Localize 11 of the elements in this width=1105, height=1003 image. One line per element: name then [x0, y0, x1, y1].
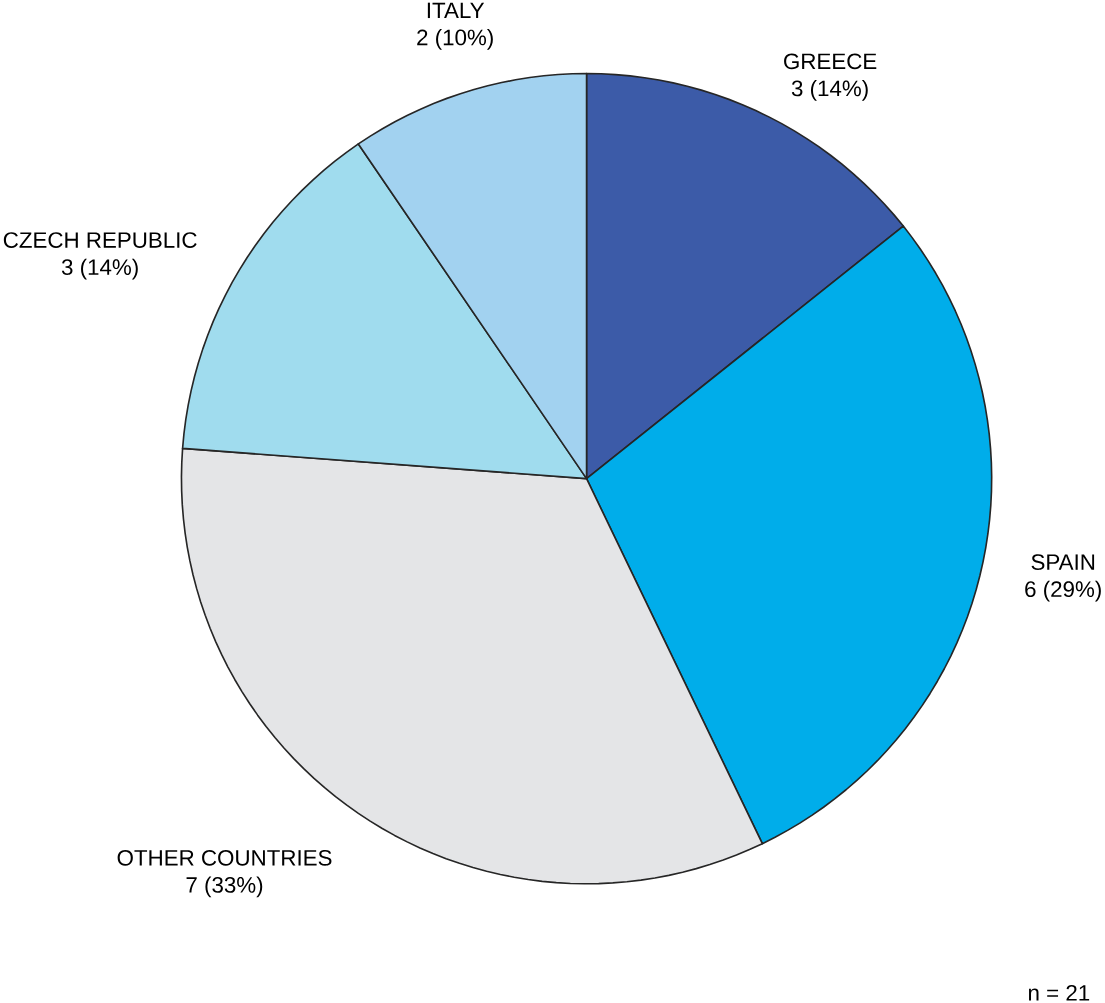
slice-label: GREECE	[784, 53, 877, 70]
data-label: 3 (14%)	[61, 258, 138, 280]
data-label: 6 (29%)	[1025, 580, 1101, 602]
slice-label: OTHER COUNTRIES	[117, 849, 332, 866]
slice-label: ITALY	[427, 2, 485, 18]
slice-label: SPAIN	[1031, 554, 1095, 570]
slice-label: CZECH REPUBLIC	[3, 231, 197, 248]
data-label: 3 (14%)	[791, 79, 868, 101]
text: n = 21	[1028, 984, 1090, 1001]
data-label: 7 (33%)	[186, 876, 263, 898]
data-label: 2 (10%)	[417, 28, 493, 50]
